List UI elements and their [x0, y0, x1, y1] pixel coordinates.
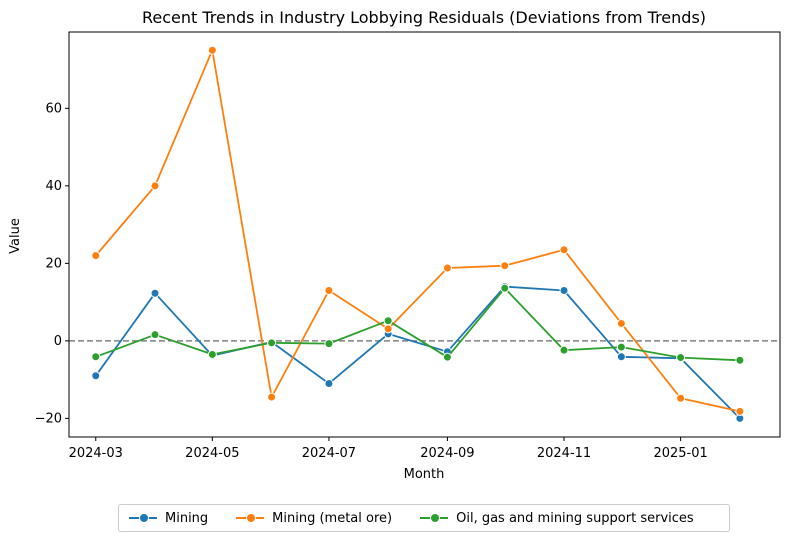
plot-area: −20 0 20 40 60 2024-03 2024-05 2024-07 2024-09 20… [35, 31, 781, 461]
data-point-oil-gas-and-mining-support-services [91, 352, 101, 362]
x-tick-label: 2024-11 [537, 446, 591, 461]
data-point-mining [91, 371, 101, 381]
y-tick-label: 40 [45, 179, 62, 194]
y-tick-label: 0 [54, 334, 62, 349]
data-point-mining [559, 286, 569, 296]
data-point-mining-metal-ore [324, 286, 334, 296]
data-point-oil-gas-and-mining-support-services [442, 352, 452, 362]
data-point-mining-metal-ore [616, 318, 626, 328]
data-point-mining [616, 352, 626, 362]
data-point-oil-gas-and-mining-support-services [150, 330, 160, 340]
data-point-oil-gas-and-mining-support-services [324, 339, 334, 349]
data-point-oil-gas-and-mining-support-services [500, 283, 510, 293]
data-point-mining-metal-ore [267, 392, 277, 402]
chart-title: Recent Trends in Industry Lobbying Resid… [142, 8, 706, 27]
x-axis-label: Month [404, 467, 445, 482]
y-axis-label: Value [8, 218, 23, 254]
data-point-mining-metal-ore [676, 393, 686, 403]
x-tick-label: 2024-03 [69, 446, 123, 461]
legend-swatch-mining [129, 513, 157, 523]
data-point-oil-gas-and-mining-support-services [735, 355, 745, 365]
data-point-mining-metal-ore [442, 263, 452, 273]
x-tick-label: 2024-05 [185, 446, 239, 461]
y-tick-label: 20 [45, 256, 62, 271]
x-tick-label: 2025-01 [653, 446, 707, 461]
y-tick-label: 60 [45, 101, 62, 116]
series-line-oil-gas-and-mining-support-services [95, 287, 740, 362]
series-line-mining-metal-ore [95, 49, 741, 413]
plot-frame [68, 31, 781, 438]
data-point-oil-gas-and-mining-support-services [676, 353, 686, 363]
x-tick-label: 2024-09 [420, 446, 474, 461]
series-line-mining [95, 285, 741, 420]
legend-item-mining-metal-ore: Mining (metal ore) [236, 511, 392, 526]
data-point-mining-metal-ore [559, 245, 569, 255]
legend-swatch-mining-metal-ore [236, 513, 265, 523]
data-point-mining [324, 379, 334, 389]
data-point-oil-gas-and-mining-support-services [267, 338, 277, 348]
data-point-mining-metal-ore [207, 45, 217, 55]
data-point-mining-metal-ore [735, 406, 745, 416]
data-point-mining [150, 288, 160, 298]
x-tick-label: 2024-07 [302, 446, 356, 461]
legend-label-mining: Mining [165, 510, 209, 526]
data-point-mining-metal-ore [91, 251, 101, 261]
data-point-mining-metal-ore [500, 261, 510, 271]
legend-item-oil-gas-mining-support: Oil, gas and mining support services [420, 511, 694, 526]
legend-item-mining: Mining [129, 511, 208, 526]
legend-swatch-oil-gas-mining-support [420, 513, 449, 523]
legend-label-mining-metal-ore: Mining (metal ore) [272, 510, 393, 526]
y-tick-label: −20 [35, 411, 62, 426]
data-point-mining-metal-ore [150, 181, 160, 191]
data-point-oil-gas-and-mining-support-services [207, 349, 217, 359]
legend-label-oil-gas-mining-support: Oil, gas and mining support services [456, 510, 694, 526]
data-point-mining-metal-ore [383, 324, 393, 334]
data-point-oil-gas-and-mining-support-services [616, 342, 626, 352]
legend: Mining Mining (metal ore) Oil, gas and m… [118, 504, 730, 532]
data-point-oil-gas-and-mining-support-services [559, 345, 569, 355]
data-point-oil-gas-and-mining-support-services [383, 316, 393, 326]
